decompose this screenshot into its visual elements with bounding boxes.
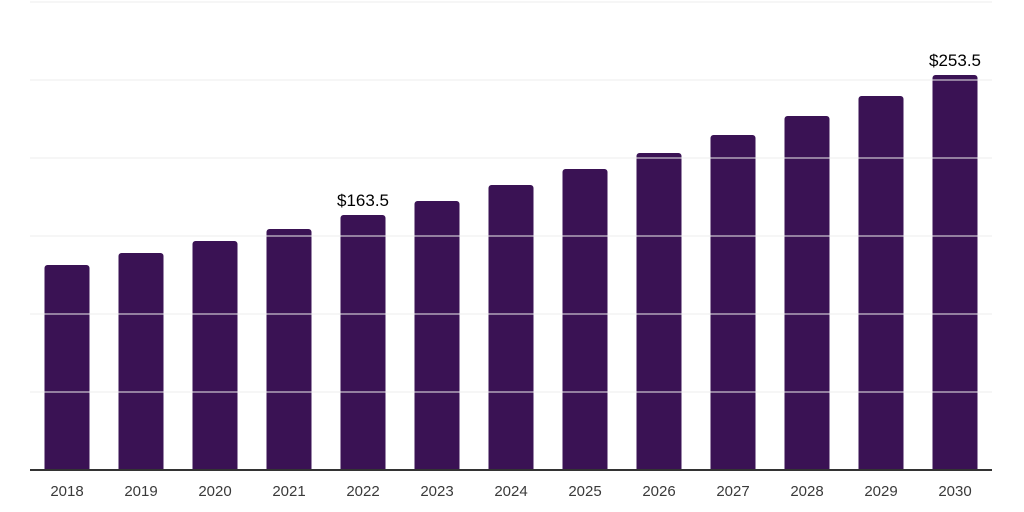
bar-slot-2025 [548, 2, 622, 470]
bar-2030 [932, 74, 978, 470]
bar-slot-2021 [252, 2, 326, 470]
bar-2029 [858, 95, 904, 470]
bar-2026 [636, 152, 682, 470]
bar-2020 [192, 241, 238, 470]
bar-slot-2019 [104, 2, 178, 470]
x-tick-label-2019: 2019 [124, 483, 158, 500]
bar-2023 [414, 200, 460, 470]
bar-2028 [784, 115, 830, 470]
x-tick-label-2027: 2027 [716, 483, 750, 500]
bar-2027 [710, 134, 756, 470]
gridline-300 [30, 1, 992, 3]
x-tick-label-2022: 2022 [346, 483, 380, 500]
gridline-200 [30, 157, 992, 159]
x-tick-label-2024: 2024 [494, 483, 528, 500]
bar-slot-2028 [770, 2, 844, 470]
x-tick-label-2025: 2025 [568, 483, 602, 500]
bar-slot-2030: $253.5 [918, 2, 992, 470]
gridline-50 [30, 391, 992, 393]
bar-2024 [488, 185, 534, 470]
bar-slot-2018 [30, 2, 104, 470]
x-tick-label-2018: 2018 [50, 483, 84, 500]
data-label-2030: $253.5 [929, 50, 981, 70]
gridline-150 [30, 235, 992, 237]
bar-series: $163.5 $253.5 [30, 2, 992, 470]
data-label-2022: $163.5 [337, 190, 389, 210]
bar-slot-2020 [178, 2, 252, 470]
x-tick-label-2020: 2020 [198, 483, 232, 500]
x-tick-label-2021: 2021 [272, 483, 306, 500]
bar-slot-2022: $163.5 [326, 2, 400, 470]
bar-slot-2026 [622, 2, 696, 470]
gridline-100 [30, 313, 992, 315]
x-tick-label-2029: 2029 [864, 483, 898, 500]
bar-slot-2027 [696, 2, 770, 470]
x-axis-line [30, 469, 992, 471]
gridline-250 [30, 79, 992, 81]
x-tick-label-2028: 2028 [790, 483, 824, 500]
x-tick-label-2023: 2023 [420, 483, 454, 500]
bar-2019 [118, 253, 164, 470]
bar-2021 [266, 228, 312, 470]
x-axis-tick-labels: 2018 2019 2020 2021 2022 2023 2024 2025 2026 2027… [30, 483, 992, 501]
bar-slot-2023 [400, 2, 474, 470]
plot-area: $163.5 $253.5 [30, 1, 992, 470]
bar-2025 [562, 169, 608, 470]
bar-slot-2024 [474, 2, 548, 470]
bar-2022 [340, 214, 386, 470]
bar-2018 [44, 265, 90, 470]
x-tick-label-2026: 2026 [642, 483, 676, 500]
x-tick-label-2030: 2030 [938, 483, 972, 500]
